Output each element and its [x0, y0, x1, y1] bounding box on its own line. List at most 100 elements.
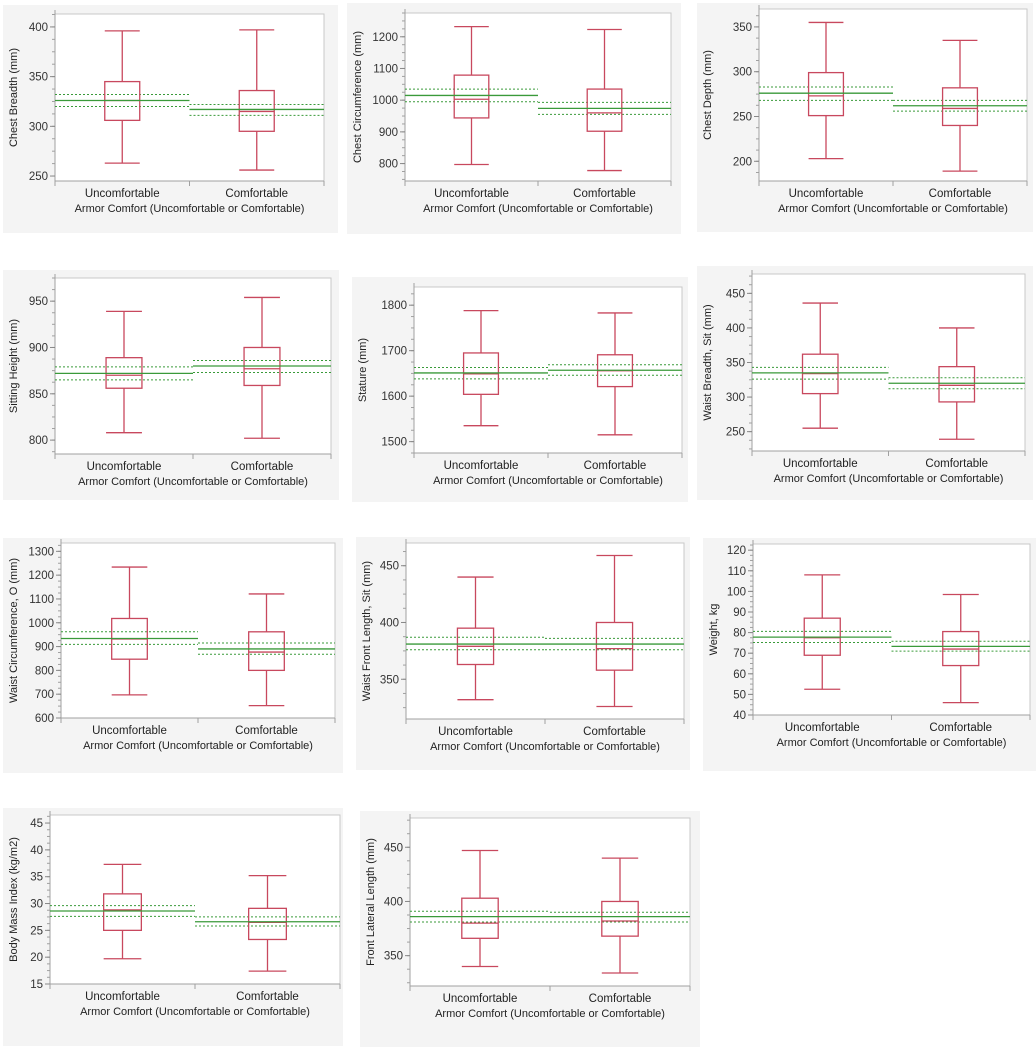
box-plot-chart: 250 300 350 400 450 Waist Breadth, Sit (mm) Un… — [702, 270, 1026, 485]
y-tick-label: 350 — [733, 22, 752, 34]
plot-area — [405, 542, 685, 720]
box-group — [405, 25, 538, 166]
x-category-label: Uncomfortable — [92, 725, 167, 737]
x-category-label: Comfortable — [929, 188, 992, 200]
y-tick-label: 1600 — [381, 391, 407, 403]
y-tick-label: 25 — [30, 925, 43, 937]
y-axis-title: Sitting Height (mm) — [8, 319, 20, 413]
box-plot-panel: 200 250 300 350 Chest Depth (mm) Uncomfortabl… — [697, 3, 1033, 232]
box-group — [410, 849, 550, 968]
y-tick-label: 1700 — [381, 346, 407, 358]
box-group — [55, 30, 190, 164]
y-axis-title: Chest Breadth (mm) — [8, 48, 20, 147]
x-category-label: Comfortable — [573, 188, 636, 200]
y-axis-title: Chest Depth (mm) — [702, 50, 714, 140]
y-tick-label: 300 — [29, 121, 48, 133]
box-group — [193, 296, 331, 439]
y-tick-label: 350 — [726, 358, 745, 370]
x-category-label: Uncomfortable — [783, 458, 858, 470]
y-tick-label: 1200 — [28, 570, 54, 582]
y-tick-label: 400 — [380, 617, 399, 629]
y-tick-label: 350 — [384, 951, 403, 963]
y-tick-label: 50 — [733, 689, 746, 701]
y-tick-label: 350 — [29, 72, 48, 84]
iqr-box — [807, 71, 845, 117]
x-axis-title: Armor Comfort (Uncomfortable or Comforta… — [433, 475, 663, 487]
y-tick-label: 70 — [733, 648, 746, 660]
box-plot-chart: 200 250 300 350 Chest Depth (mm) Uncomfortabl… — [702, 5, 1028, 215]
y-tick-label: 800 — [35, 665, 54, 677]
y-tick-label: 300 — [733, 67, 752, 79]
y-tick-label: 250 — [29, 171, 48, 183]
y-tick-label: 20 — [30, 952, 43, 964]
box-group — [891, 593, 1030, 704]
y-tick-label: 900 — [35, 642, 54, 654]
y-tick-label: 100 — [727, 586, 746, 598]
box-plot-panel: 350 400 450 Waist Front Length, Sit (mm) Unc… — [356, 537, 690, 770]
box-plot-chart: 40 50 60 70 80 90 100 110 120 Weight, kg Uncomfort… — [708, 540, 1031, 749]
x-axis-title: Armor Comfort (Uncomfortable or Comforta… — [80, 1006, 310, 1018]
plot-area — [60, 542, 336, 719]
y-tick-label: 800 — [379, 159, 398, 171]
x-category-label: Uncomfortable — [85, 188, 160, 200]
box-group — [198, 593, 335, 707]
y-tick-label: 120 — [727, 545, 746, 557]
box-group — [893, 39, 1027, 172]
x-category-label: Comfortable — [925, 458, 988, 470]
x-category-label: Uncomfortable — [434, 188, 509, 200]
y-tick-label: 1000 — [28, 618, 54, 630]
box-group — [545, 554, 684, 708]
x-category-label: Uncomfortable — [85, 991, 160, 1003]
y-axis-title: Stature (mm) — [357, 338, 369, 402]
y-axis-title: Waist Front Length, Sit (mm) — [361, 561, 373, 701]
x-category-label: Comfortable — [225, 188, 288, 200]
box-plot-chart: 1500 1600 1700 1800 Stature (mm) Uncomfortabl… — [357, 283, 683, 487]
plot-area — [49, 814, 341, 985]
box-group — [550, 857, 690, 974]
y-tick-label: 40 — [30, 845, 43, 857]
box-plot-chart: 350 400 450 Waist Front Length, Sit (mm) Unc… — [361, 539, 685, 753]
box-group — [759, 21, 893, 160]
x-category-label: Comfortable — [235, 725, 298, 737]
iqr-box — [247, 907, 287, 941]
x-axis-title: Armor Comfort (Uncomfortable or Comforta… — [75, 203, 305, 215]
y-tick-label: 35 — [30, 872, 43, 884]
y-tick-label: 1500 — [381, 437, 407, 449]
y-tick-label: 1100 — [373, 63, 398, 75]
y-tick-label: 800 — [29, 435, 48, 447]
iqr-box — [248, 631, 285, 672]
x-category-label: Uncomfortable — [444, 460, 519, 472]
x-axis-title: Armor Comfort (Uncomfortable or Comforta… — [778, 203, 1008, 215]
y-tick-label: 450 — [384, 842, 403, 854]
box-plot-panel: 800 900 1000 1100 1200 Chest Circumference (m… — [347, 3, 681, 234]
y-tick-label: 950 — [29, 296, 48, 308]
plot-area — [751, 273, 1026, 452]
y-tick-label: 1200 — [372, 32, 398, 44]
y-tick-label: 1800 — [381, 300, 407, 312]
iqr-box — [586, 88, 623, 132]
iqr-box — [941, 87, 979, 127]
box-group — [50, 863, 195, 960]
x-category-label: Uncomfortable — [87, 461, 162, 473]
box-plot-chart: 15 20 25 30 35 40 45 Body Mass Index (kg/m2) Unc… — [8, 811, 341, 1018]
x-axis-title: Armor Comfort (Uncomfortable or Comforta… — [774, 473, 1004, 485]
y-tick-label: 1100 — [29, 594, 54, 606]
y-axis-title: Waist Breadth, Sit (mm) — [702, 304, 714, 420]
box-group — [406, 576, 545, 701]
x-category-label: Comfortable — [583, 726, 646, 738]
box-plot-panel: 1500 1600 1700 1800 Stature (mm) Uncomfortabl… — [352, 277, 688, 502]
y-tick-label: 60 — [733, 669, 746, 681]
y-tick-label: 1300 — [28, 546, 54, 558]
iqr-box — [103, 893, 143, 931]
x-category-label: Uncomfortable — [443, 993, 518, 1005]
box-plot-panel: 15 20 25 30 35 40 45 Body Mass Index (kg/m2) Unc… — [3, 808, 343, 1046]
plot-area — [758, 8, 1028, 182]
box-plot-chart: 800 850 900 950 Sitting Height (mm) Uncomfort… — [8, 274, 332, 488]
box-plot-chart: 600 700 800 900 1000 1100 1200 1300 Waist Circum… — [8, 539, 336, 752]
box-plot-chart: 250 300 350 400 Chest Breadth (mm) Uncomforta… — [8, 10, 325, 215]
x-axis-title: Armor Comfort (Uncomfortable or Comforta… — [423, 203, 653, 215]
y-tick-label: 300 — [726, 392, 745, 404]
x-category-label: Uncomfortable — [789, 188, 864, 200]
y-tick-label: 900 — [29, 342, 48, 354]
box-plot-chart: 350 400 450 Front Lateral Length (mm) Uncomf… — [365, 814, 691, 1020]
